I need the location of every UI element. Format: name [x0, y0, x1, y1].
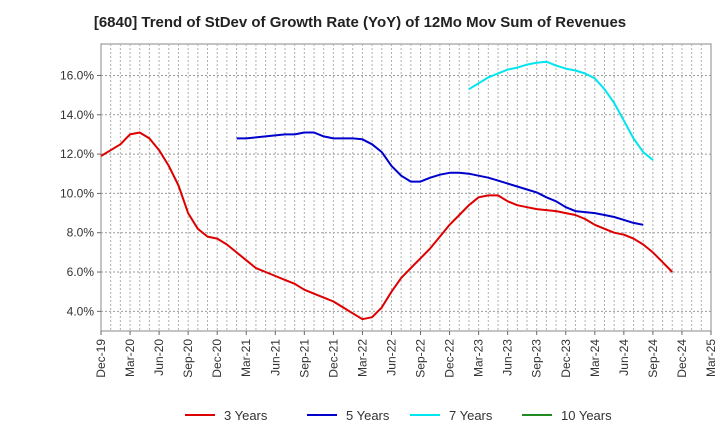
series-group	[100, 60, 674, 321]
x-tick-label: Dec-24	[675, 339, 689, 378]
series-line-5-years	[236, 131, 644, 226]
legend: 3 Years 5 Years 7 Years 10 Years	[185, 408, 612, 423]
x-tick-label: Dec-23	[559, 339, 573, 378]
y-tick-label: 10.0%	[60, 186, 94, 200]
legend-label: 7 Years	[449, 408, 493, 423]
series-line-3-years	[100, 131, 674, 321]
x-tick-label: Mar-25	[704, 339, 718, 377]
y-axis: 4.0% 6.0% 8.0% 10.0% 12.0% 14.0% 16.0%	[60, 68, 101, 318]
x-tick-label: Jun-21	[268, 339, 282, 376]
x-tick-label: Jun-23	[501, 339, 515, 376]
y-tick-label: 16.0%	[60, 68, 94, 82]
x-tick-label: Dec-21	[326, 339, 340, 378]
x-tick-label: Mar-23	[472, 339, 486, 377]
legend-label: 3 Years	[224, 408, 268, 423]
plot-frame	[100, 43, 712, 332]
x-tick-label: Jun-20	[152, 339, 166, 376]
y-tick-label: 6.0%	[67, 265, 95, 279]
x-tick-label: Mar-21	[239, 339, 253, 377]
x-tick-label: Dec-20	[210, 339, 224, 378]
x-tick-label: Sep-20	[181, 339, 195, 378]
x-tick-label: Sep-23	[530, 339, 544, 378]
series-line-7-years	[468, 60, 654, 161]
grid	[101, 44, 711, 331]
legend-label: 5 Years	[346, 408, 390, 423]
x-tick-label: Jun-22	[384, 339, 398, 376]
y-tick-label: 4.0%	[67, 304, 95, 318]
x-tick-label: Sep-22	[414, 339, 428, 378]
x-tick-label: Dec-22	[443, 339, 457, 378]
y-tick-label: 12.0%	[60, 147, 94, 161]
x-tick-label: Mar-24	[588, 339, 602, 377]
x-tick-label: Dec-19	[94, 339, 108, 378]
y-tick-label: 14.0%	[60, 108, 94, 122]
x-axis: Dec-19 Mar-20 Jun-20 Sep-20 Dec-20 Mar-21 Jun-…	[94, 331, 718, 378]
x-tick-label: Sep-21	[297, 339, 311, 378]
x-tick-label: Mar-22	[355, 339, 369, 377]
legend-label: 10 Years	[561, 408, 612, 423]
chart-title: [6840] Trend of StDev of Growth Rate (Yo…	[93, 14, 627, 31]
x-tick-label: Jun-24	[617, 339, 631, 376]
x-tick-label: Sep-24	[646, 339, 660, 378]
y-tick-label: 8.0%	[67, 226, 95, 240]
x-tick-label: Mar-20	[123, 339, 137, 377]
